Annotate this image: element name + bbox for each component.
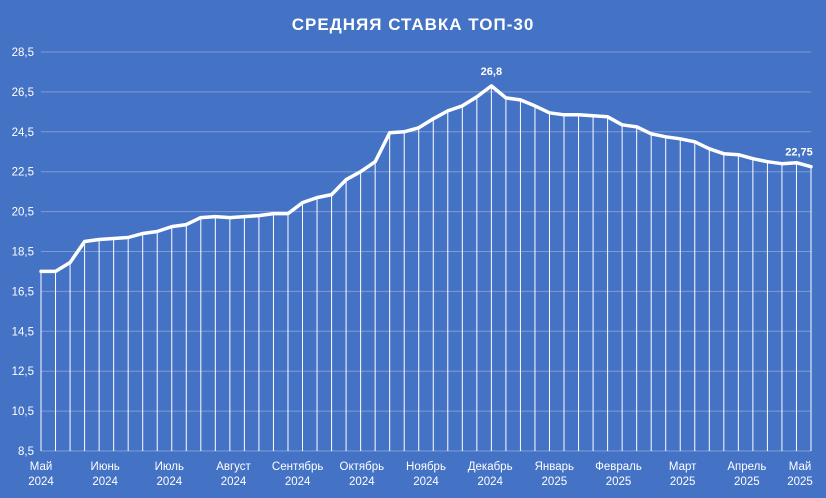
data-point: [620, 123, 624, 127]
data-point: [737, 153, 740, 156]
data-point: [533, 104, 537, 108]
data-point: [446, 109, 449, 113]
x-tick-label: Май 2024: [28, 461, 54, 488]
data-point: [519, 98, 522, 102]
x-tick-label: Январь 2025: [535, 461, 574, 488]
y-tick-label: 18,5: [12, 247, 34, 259]
data-point: [388, 131, 391, 134]
data-point: [54, 270, 57, 273]
data-point: [97, 238, 101, 241]
y-tick-label: 20,5: [12, 207, 34, 219]
data-point: [577, 113, 580, 117]
data-point: [766, 160, 769, 163]
x-tick-label: Ноябрь 2024: [406, 461, 446, 488]
x-tick-label: Декабрь 2024: [468, 461, 513, 488]
data-point: [286, 212, 290, 215]
y-axis: 8,5 10,5 12,5 14,5 16,5 18,5 20,5 22,5 24,5 26,5 2…: [12, 47, 34, 458]
data-point: [68, 261, 72, 264]
data-point: [330, 193, 333, 196]
data-point: [664, 135, 667, 138]
y-tick-label: 22,5: [12, 167, 34, 179]
data-point: [606, 115, 609, 119]
data-point: [751, 157, 755, 160]
y-tick-label: 10,5: [12, 406, 34, 418]
data-point: [243, 215, 246, 218]
drop-lines: [40, 85, 812, 451]
data-point: [156, 230, 159, 233]
data-point: [417, 126, 420, 130]
data-point: [228, 216, 232, 219]
data-label: 26,8: [481, 66, 502, 78]
x-tick-label: Апрель 2025: [727, 461, 766, 488]
data-point: [795, 161, 798, 164]
x-tick-label: Май 2025: [787, 461, 813, 488]
x-tick-label: Июль 2024: [155, 461, 184, 488]
y-tick-label: 14,5: [12, 326, 34, 338]
data-point: [257, 214, 261, 217]
data-point: [548, 111, 551, 115]
x-tick-label: Февраль 2025: [595, 461, 642, 488]
data-point: [39, 270, 43, 273]
x-tick-label: Март 2025: [669, 461, 697, 488]
data-point: [490, 84, 493, 88]
data-point: [504, 96, 508, 100]
data-point: [649, 132, 653, 135]
data-point: [272, 212, 275, 215]
chart-title: СРЕДНЯЯ СТАВКА ТОП-30: [292, 15, 535, 34]
data-point: [562, 113, 566, 117]
data-point: [315, 196, 319, 199]
y-tick-label: 8,5: [18, 446, 34, 458]
data-point: [185, 223, 188, 226]
y-tick-label: 28,5: [12, 47, 34, 59]
x-tick-label: Октябрь 2024: [340, 461, 385, 488]
data-point: [679, 137, 682, 140]
data-point: [708, 147, 711, 150]
gridlines: [41, 51, 811, 452]
x-tick-label: Июнь 2024: [91, 461, 120, 488]
data-point: [359, 170, 362, 173]
y-tick-label: 16,5: [12, 286, 34, 298]
y-tick-label: 24,5: [12, 127, 34, 139]
data-point: [83, 240, 86, 243]
data-point: [591, 114, 595, 118]
data-point: [214, 215, 217, 218]
data-point: [635, 125, 638, 129]
y-tick-label: 12,5: [12, 366, 34, 378]
data-point: [432, 117, 435, 121]
data-point: [141, 232, 144, 235]
data-point: [722, 152, 726, 155]
data-point: [780, 162, 784, 165]
data-point: [693, 140, 696, 143]
x-tick-label: Сентябрь 2024: [272, 461, 324, 488]
data-point: [301, 201, 304, 204]
series-line: [39, 84, 813, 274]
data-point: [403, 130, 406, 133]
series-line-path: [39, 84, 813, 274]
data-point: [475, 95, 479, 99]
data-point: [809, 165, 813, 168]
data-point: [373, 160, 377, 163]
x-tick-label: Август 2024: [216, 461, 251, 488]
x-axis: Май 2024 Июнь 2024 Июль 2024 Август 2024 Сентябр…: [28, 461, 813, 488]
data-point: [112, 237, 115, 240]
data-point: [170, 225, 173, 228]
data-label: 22,75: [785, 147, 813, 159]
data-point: [344, 178, 348, 181]
data-point: [461, 104, 464, 108]
y-tick-label: 26,5: [12, 87, 34, 99]
data-point: [199, 216, 203, 219]
data-point: [126, 236, 130, 239]
data-labels: 26,8 22,75: [481, 66, 813, 159]
